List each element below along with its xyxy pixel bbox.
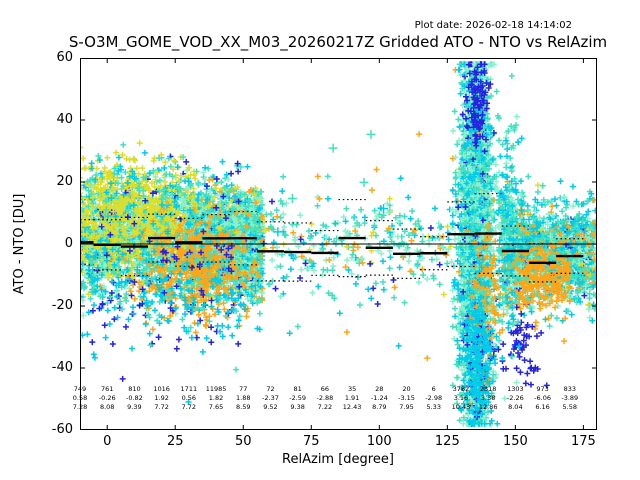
bin-stat-value: 7.65: [208, 403, 224, 411]
bin-stat-value: 3.38: [480, 394, 496, 402]
bin-stat-value: -3.15: [398, 394, 415, 402]
bin-stat-value: 10.43: [451, 403, 471, 411]
bin-stat-value: 35: [347, 385, 357, 393]
bin-stat-value: -3.89: [561, 394, 579, 402]
bin-stat-value: 28: [375, 385, 384, 393]
bin-stat-value: 0.58: [72, 394, 88, 402]
x-tick-label: 0: [103, 434, 112, 449]
bin-stats-column: 1303 -2.26 8.04: [498, 385, 532, 412]
bin-stat-value: 7.72: [154, 403, 169, 411]
bin-stat-value: 1303: [507, 385, 524, 393]
bin-stat-value: 20: [402, 385, 411, 393]
x-tick-label: 25: [166, 434, 184, 449]
bin-stats-column: 66 -2.88 7.22: [308, 385, 342, 412]
bin-stat-value: 72: [266, 385, 275, 393]
bin-stat-value: 0.56: [181, 394, 197, 402]
x-tick-label: 75: [303, 434, 320, 449]
bin-stats-column: 749 0.58 7.28: [63, 385, 97, 412]
plot-area: [80, 58, 597, 430]
bin-stat-value: 12.43: [342, 403, 362, 411]
bin-stats-column: 2318 3.38 12.86: [471, 385, 505, 412]
x-tick-label: 175: [570, 434, 596, 449]
bin-stats-column: 81 -2.59 9.38: [281, 385, 315, 412]
bin-stat-value: -2.26: [506, 394, 524, 402]
bin-stat-value: -1.24: [370, 394, 388, 402]
bin-stat-value: 8.59: [236, 403, 251, 411]
bin-stat-value: 749: [73, 385, 87, 393]
scatter-canvas: [80, 58, 597, 430]
bin-stats-column: 973 -6.06 6.16: [526, 385, 560, 412]
bin-stats-column: 1711 0.56 7.72: [172, 385, 206, 412]
bin-stats-column: 810 -0.82 9.39: [117, 385, 151, 412]
y-axis-label: ATO - NTO [DU]: [12, 193, 27, 295]
bin-stats-column: 35 1.91 12.43: [335, 385, 369, 412]
bin-stat-value: 1.82: [208, 394, 224, 402]
bin-stat-value: 7.28: [72, 403, 88, 411]
x-tick-label: 50: [234, 434, 252, 449]
bin-stats-column: 28 -1.24 8.79: [362, 385, 396, 412]
bin-stat-value: 8.79: [372, 403, 387, 411]
y-tick-label: -20: [51, 298, 73, 313]
bin-stat-value: -6.06: [534, 394, 551, 402]
bin-stat-value: 1711: [180, 385, 198, 393]
y-tick-label: -60: [51, 422, 73, 437]
bin-stats-column: 6 -2.98 5.33: [417, 385, 451, 412]
bin-stat-value: 7.72: [181, 403, 197, 411]
bin-stat-value: 973: [536, 385, 549, 393]
bin-stat-value: 6: [431, 385, 436, 393]
bin-stats-column: 77 1.88 8.59: [226, 385, 260, 412]
bin-stat-value: 1.91: [344, 394, 360, 402]
bin-stat-value: 9.38: [290, 403, 305, 411]
bin-stat-value: 833: [563, 385, 576, 393]
bin-stat-value: 3.16: [453, 394, 469, 402]
bin-stats-column: 72 -2.37 9.52: [253, 385, 287, 412]
bin-stat-value: 1016: [153, 385, 170, 393]
bin-stat-value: 9.52: [263, 403, 278, 411]
x-axis-label: RelAzim [degree]: [282, 452, 394, 467]
bin-stat-value: 810: [128, 385, 141, 393]
bin-stat-value: 761: [100, 385, 114, 393]
bin-stat-value: -0.26: [98, 394, 116, 402]
y-tick-label: 60: [56, 50, 73, 65]
bin-stat-value: 7.22: [317, 403, 333, 411]
bin-stat-value: -2.88: [316, 394, 334, 402]
y-tick-label: 40: [56, 112, 73, 127]
bin-stats-column: 3782 3.16 10.43: [444, 385, 478, 412]
x-tick-label: 150: [502, 434, 528, 449]
bin-stat-value: -2.98: [425, 394, 443, 402]
bin-stats-column: 11985 1.82 7.65: [199, 385, 233, 412]
bin-stat-value: 66: [320, 385, 330, 393]
bin-stat-value: 81: [293, 385, 302, 393]
bin-stat-value: 3782: [452, 385, 470, 393]
bin-stats-column: 20 -3.15 7.95: [390, 385, 424, 412]
bin-stat-value: -2.37: [262, 394, 279, 402]
bin-stat-value: 7.95: [399, 403, 414, 411]
chart-title: S-O3M_GOME_VOD_XX_M03_20260217Z Gridded …: [68, 33, 608, 51]
bin-stats-column: 761 -0.26 8.08: [90, 385, 124, 412]
bin-stat-value: 1.88: [236, 394, 251, 402]
y-tick-label: 20: [56, 174, 73, 189]
y-tick-label: 0: [64, 236, 73, 251]
bin-stat-value: 2318: [479, 385, 497, 393]
bin-stat-value: 9.39: [127, 403, 142, 411]
bin-stats-column: 833 -3.89 5.58: [553, 385, 587, 412]
bin-stat-value: 8.08: [99, 403, 115, 411]
bin-stat-value: 11985: [205, 385, 227, 393]
bin-stat-value: 6.16: [535, 403, 550, 411]
bin-stat-value: 1.92: [154, 394, 169, 402]
bin-stat-value: 5.58: [562, 403, 578, 411]
y-tick-label: -40: [51, 360, 73, 375]
bin-stat-value: -2.59: [289, 394, 307, 402]
bin-stats-column: 1016 1.92 7.72: [145, 385, 179, 412]
x-tick-label: 100: [366, 434, 392, 449]
bin-stat-value: 77: [239, 385, 248, 393]
bin-stat-value: 5.33: [426, 403, 441, 411]
bin-stat-value: 12.86: [478, 403, 498, 411]
x-tick-label: 125: [434, 434, 460, 449]
bin-stat-value: -0.82: [125, 394, 143, 402]
plot-date: Plot date: 2026-02-18 14:14:02: [414, 20, 572, 31]
bin-stat-value: 8.04: [508, 403, 523, 411]
